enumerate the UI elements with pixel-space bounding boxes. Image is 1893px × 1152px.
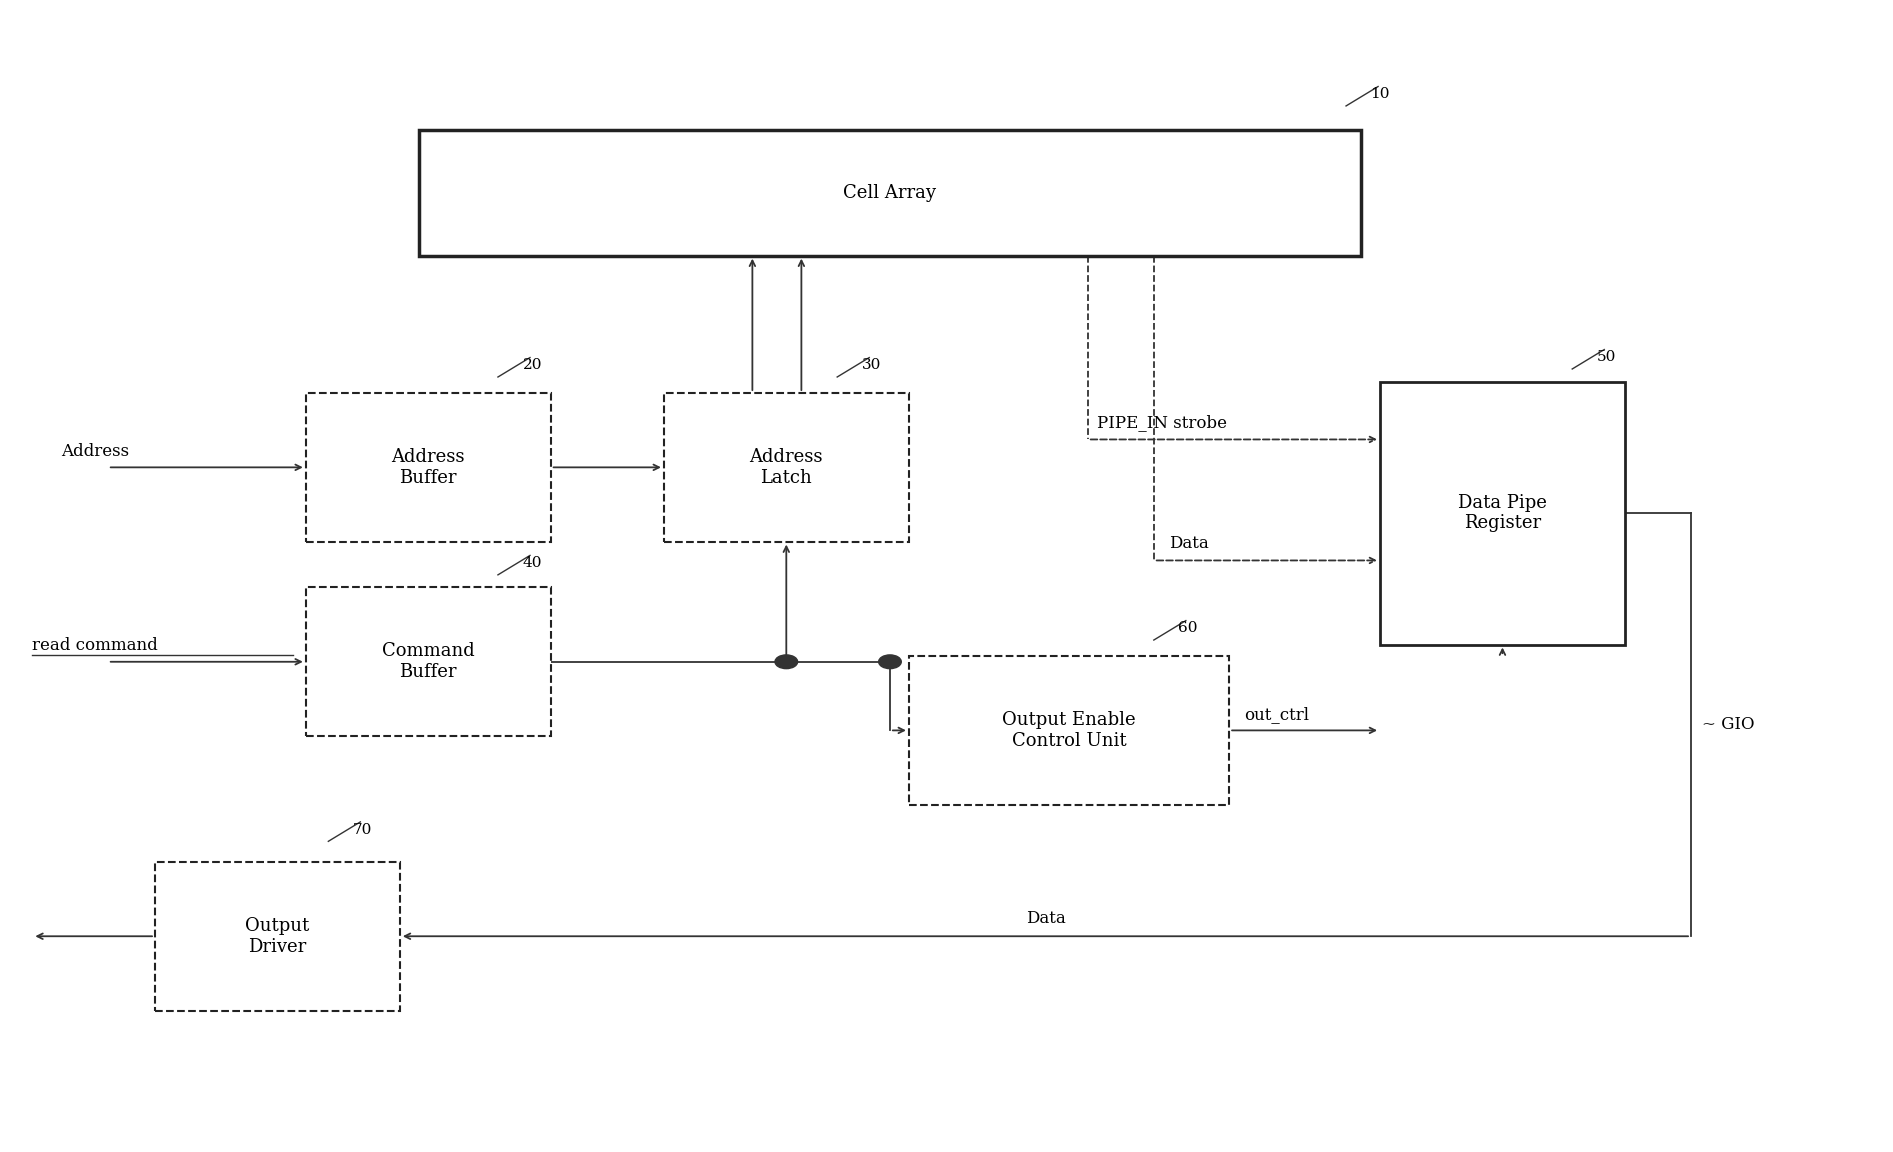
Text: 50: 50 bbox=[1596, 350, 1617, 364]
Text: Output
Driver: Output Driver bbox=[246, 917, 310, 956]
Circle shape bbox=[878, 655, 901, 668]
FancyBboxPatch shape bbox=[418, 130, 1361, 256]
FancyBboxPatch shape bbox=[305, 393, 551, 541]
Text: 30: 30 bbox=[861, 358, 880, 372]
FancyBboxPatch shape bbox=[1380, 381, 1624, 645]
Text: read command: read command bbox=[32, 637, 159, 654]
Text: Output Enable
Control Unit: Output Enable Control Unit bbox=[1001, 711, 1136, 750]
FancyBboxPatch shape bbox=[664, 393, 909, 541]
Text: Data Pipe
Register: Data Pipe Register bbox=[1458, 494, 1547, 532]
Text: Address: Address bbox=[61, 444, 129, 461]
Text: Data: Data bbox=[1026, 910, 1066, 927]
Text: Data: Data bbox=[1168, 536, 1208, 553]
Text: 60: 60 bbox=[1177, 621, 1198, 636]
Text: 10: 10 bbox=[1371, 88, 1389, 101]
FancyBboxPatch shape bbox=[305, 588, 551, 736]
Text: PIPE_IN strobe: PIPE_IN strobe bbox=[1098, 415, 1227, 432]
Text: out_ctrl: out_ctrl bbox=[1244, 706, 1310, 723]
Text: 20: 20 bbox=[522, 358, 541, 372]
Text: Address
Buffer: Address Buffer bbox=[392, 448, 466, 487]
FancyBboxPatch shape bbox=[155, 862, 399, 1010]
Text: ~ GIO: ~ GIO bbox=[1702, 717, 1755, 733]
Text: Command
Buffer: Command Buffer bbox=[382, 643, 475, 681]
Text: Cell Array: Cell Array bbox=[844, 184, 937, 202]
Circle shape bbox=[774, 655, 797, 668]
Text: 40: 40 bbox=[522, 556, 541, 570]
Text: Address
Latch: Address Latch bbox=[750, 448, 823, 487]
Text: 70: 70 bbox=[352, 823, 373, 836]
FancyBboxPatch shape bbox=[909, 655, 1229, 805]
